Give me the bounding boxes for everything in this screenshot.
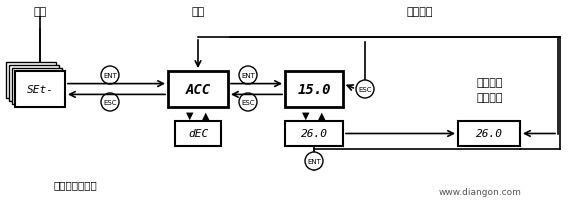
Circle shape: [305, 152, 323, 170]
Text: ESC: ESC: [241, 100, 255, 105]
Text: 26.0: 26.0: [476, 129, 502, 139]
Text: 闪烁１次: 闪烁１次: [477, 78, 503, 87]
Text: SEt-: SEt-: [26, 85, 54, 95]
Text: dEC: dEC: [188, 129, 208, 139]
Text: 值或赋值: 值或赋值: [407, 7, 433, 17]
Text: ACC: ACC: [185, 83, 211, 97]
Text: ESC: ESC: [358, 87, 372, 93]
Text: www.diangon.com: www.diangon.com: [438, 188, 521, 197]
Bar: [6, 63, 56, 99]
Circle shape: [101, 67, 119, 85]
Bar: [458, 121, 520, 146]
Text: ▲: ▲: [202, 110, 210, 120]
Bar: [12, 69, 62, 104]
Bar: [285, 72, 343, 107]
Circle shape: [239, 67, 257, 85]
Circle shape: [101, 94, 119, 112]
Text: ENT: ENT: [307, 158, 321, 164]
Bar: [285, 121, 343, 146]
Text: （保存）: （保存）: [477, 93, 503, 102]
Text: ▲: ▲: [319, 110, 326, 120]
Bar: [15, 72, 65, 107]
Bar: [168, 72, 228, 107]
Circle shape: [356, 81, 374, 99]
Circle shape: [239, 94, 257, 112]
Bar: [9, 66, 59, 101]
Text: （下一个参数）: （下一个参数）: [53, 179, 97, 189]
Text: ▼: ▼: [302, 110, 310, 120]
Text: ENT: ENT: [241, 73, 255, 79]
Bar: [175, 121, 221, 146]
Text: 15.0: 15.0: [297, 83, 331, 97]
Text: ESC: ESC: [103, 100, 117, 105]
Text: ▼: ▼: [186, 110, 194, 120]
Text: 26.0: 26.0: [301, 129, 328, 139]
Text: ENT: ENT: [103, 73, 117, 79]
Text: 参数: 参数: [191, 7, 204, 17]
Text: 菜单: 菜单: [33, 7, 47, 17]
